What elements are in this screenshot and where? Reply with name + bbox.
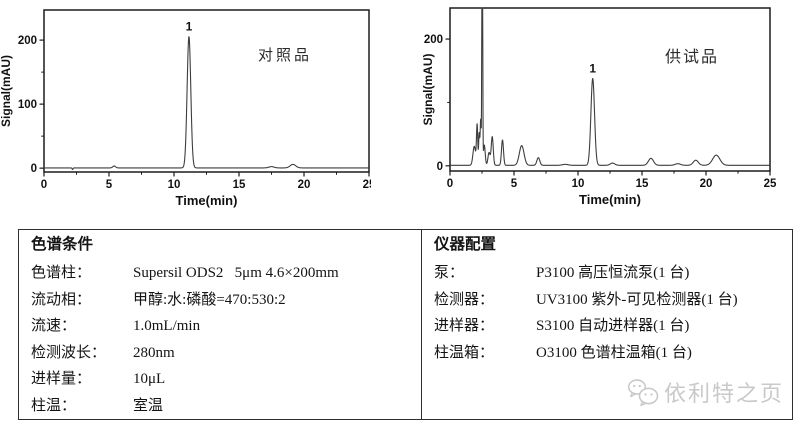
x-tick-label: 5 bbox=[511, 178, 518, 190]
table-row: 检测波长： 280nm bbox=[31, 340, 421, 367]
table-header-instruments: 仪器配置 bbox=[434, 236, 497, 253]
row-label: 流速： bbox=[31, 318, 77, 334]
row-value: S3100 自动进样器(1 台) bbox=[536, 318, 690, 334]
x-axis-label: Time(min) bbox=[176, 193, 238, 208]
chromatogram-trace bbox=[449, 7, 771, 166]
chromatogram-trace bbox=[43, 36, 370, 171]
x-tick-label: 20 bbox=[298, 179, 311, 191]
table-row: 柱温： 室温 bbox=[31, 393, 421, 420]
row-value: Supersil ODS2 5μm 4.6×200mm bbox=[133, 265, 339, 281]
row-value: 10μL bbox=[133, 371, 166, 387]
table-row: 流动相： 甲醇:水:磷酸=470:530:2 bbox=[31, 287, 421, 314]
y-axis-label: Signal(mAU) bbox=[0, 55, 13, 127]
axis-box bbox=[43, 9, 370, 173]
chart-annotation-reference: 对照品 bbox=[258, 48, 313, 64]
row-value: UV3100 紫外-可见检测器(1 台) bbox=[536, 291, 738, 308]
peak-label: 1 bbox=[589, 61, 596, 75]
chromatographic-conditions-column: 色谱条件 色谱柱： Supersil ODS2 5μm 4.6×200mm 流动相… bbox=[19, 230, 422, 419]
x-tick-label: 0 bbox=[447, 178, 453, 190]
y-tick-label: 0 bbox=[437, 161, 443, 173]
wechat-icon bbox=[627, 379, 659, 407]
x-axis-label: Time(min) bbox=[579, 192, 641, 207]
row-label: 进样器： bbox=[434, 318, 495, 334]
chromatogram-reference-plot: 0 5 10 15 20 25 0 100 200 1 Time(min) Signal(mAU) bbox=[0, 9, 371, 208]
row-value: 1.0mL/min bbox=[133, 318, 201, 334]
chromatogram-test-sample: 0 5 10 15 20 25 0 200 1 Time(min) Signal(mAU) 供试品 bbox=[420, 0, 792, 215]
y-axis-label: Signal(mAU) bbox=[421, 53, 435, 125]
table-header-conditions: 色谱条件 bbox=[31, 236, 94, 253]
axis-box bbox=[449, 7, 771, 172]
chromatogram-test-plot: 0 5 10 15 20 25 0 200 1 Time(min) Signal(mAU) bbox=[421, 7, 777, 207]
chart-annotation-test-sample: 供试品 bbox=[665, 49, 720, 66]
table-row: 流速： 1.0mL/min bbox=[31, 313, 421, 340]
conditions-table: 色谱条件 色谱柱： Supersil ODS2 5μm 4.6×200mm 流动相… bbox=[18, 229, 793, 420]
watermark-text: 依利特之页 bbox=[663, 381, 784, 406]
x-tick-label: 15 bbox=[233, 179, 246, 191]
row-label: 检测波长： bbox=[31, 344, 107, 361]
y-tick-label: 200 bbox=[18, 35, 37, 47]
x-tick-label: 5 bbox=[106, 179, 113, 191]
table-row: 进样量： 10μL bbox=[31, 366, 421, 393]
x-tick-label: 10 bbox=[168, 179, 181, 191]
instrument-configuration-column: 仪器配置 泵： P3100 高压恒流泵(1 台) 检测器： UV3100 紫外-可见… bbox=[422, 230, 792, 419]
row-label: 检测器： bbox=[434, 291, 495, 308]
row-value: 甲醇:水:磷酸=470:530:2 bbox=[133, 291, 286, 308]
x-tick-label: 25 bbox=[363, 179, 371, 191]
table-row: 泵： P3100 高压恒流泵(1 台) bbox=[434, 260, 792, 287]
table-row: 进样器： S3100 自动进样器(1 台) bbox=[434, 313, 792, 340]
x-tick-label: 10 bbox=[572, 178, 585, 190]
x-tick-label: 15 bbox=[636, 178, 649, 190]
y-tick-label: 200 bbox=[424, 34, 443, 46]
row-label: 柱温： bbox=[31, 397, 77, 414]
table-row: 柱温箱： O3100 色谱柱温箱(1 台) bbox=[434, 340, 792, 367]
table-row: 检测器： UV3100 紫外-可见检测器(1 台) bbox=[434, 287, 792, 314]
chromatogram-reference: 0 5 10 15 20 25 0 100 200 1 Time(min) Signal(mAU) 对… bbox=[0, 0, 371, 215]
row-label: 柱温箱： bbox=[434, 344, 495, 361]
row-label: 泵： bbox=[434, 265, 465, 281]
row-value: 室温 bbox=[133, 397, 164, 414]
peak-label: 1 bbox=[186, 19, 193, 33]
y-tick-label: 0 bbox=[31, 163, 37, 175]
watermark: 依利特之页 bbox=[627, 376, 784, 408]
y-tick-label: 100 bbox=[18, 99, 37, 111]
x-tick-label: 0 bbox=[41, 179, 47, 191]
row-label: 色谱柱： bbox=[31, 265, 92, 281]
x-tick-label: 25 bbox=[764, 178, 777, 190]
row-label: 进样量： bbox=[31, 371, 92, 387]
row-value: 280nm bbox=[133, 344, 175, 361]
x-tick-label: 20 bbox=[700, 178, 713, 190]
row-value: P3100 高压恒流泵(1 台) bbox=[536, 265, 690, 281]
row-value: O3100 色谱柱温箱(1 台) bbox=[536, 344, 692, 361]
table-row: 色谱柱： Supersil ODS2 5μm 4.6×200mm bbox=[31, 260, 421, 287]
row-label: 流动相： bbox=[31, 291, 92, 308]
